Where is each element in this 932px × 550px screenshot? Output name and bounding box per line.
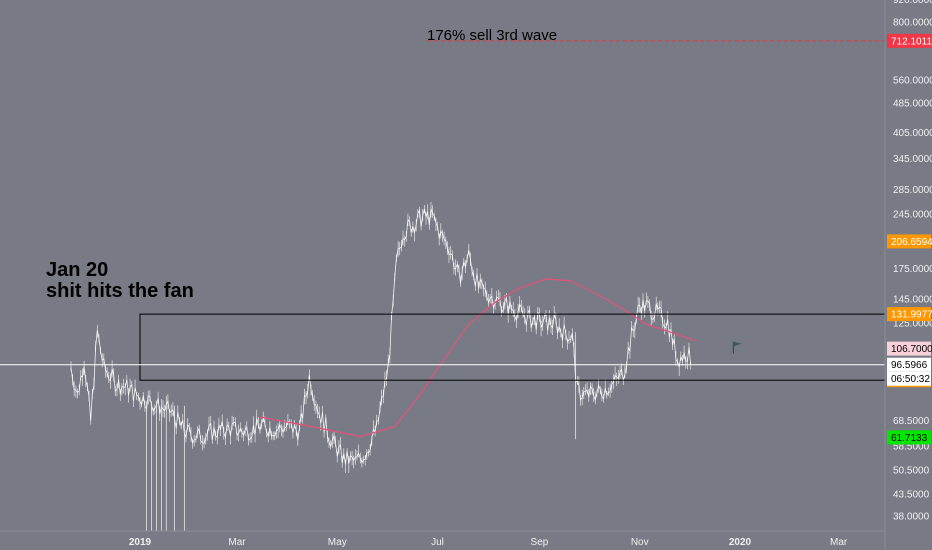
- y-tick-label: 58.5000: [893, 442, 930, 453]
- x-tick-label: May: [328, 537, 347, 548]
- price-badge: 96.5966: [891, 360, 928, 371]
- y-tick-label: 125.0000: [893, 318, 932, 329]
- y-tick-label: 485.0000: [893, 99, 932, 110]
- annotation-jan20-line2: shit hits the fan: [46, 280, 194, 302]
- annotation-sell-wave: 176% sell 3rd wave: [427, 27, 557, 44]
- level-lines: [0, 40, 885, 366]
- price-badge: 712.1011: [891, 36, 932, 47]
- flag-icon: [733, 341, 742, 347]
- y-tick-label: 345.0000: [893, 154, 932, 165]
- x-tick-label: Mar: [228, 537, 246, 548]
- y-tick-label: 68.5000: [893, 416, 930, 427]
- y-tick-label: 175.0000: [893, 264, 932, 275]
- price-series-line: [70, 208, 692, 465]
- y-tick-label: 145.0000: [893, 294, 932, 305]
- x-tick-label: Jul: [431, 537, 444, 548]
- countdown-badge-bg: [887, 371, 931, 386]
- plot-area: [70, 202, 696, 531]
- price-badge: 131.9977: [891, 310, 932, 321]
- range-rectangle[interactable]: [139, 313, 886, 381]
- price-badge-bg: [887, 357, 931, 372]
- x-tick-label: 2020: [729, 537, 752, 548]
- y-axis: 38.0000 43.5000 50.5000 58.5000 68.5000 125.0…: [884, 0, 932, 550]
- price-badge: 206.6594: [891, 237, 932, 248]
- price-badge-bg: [887, 33, 931, 48]
- y-tick-label: 285.0000: [893, 185, 932, 196]
- x-tick-label: Sep: [531, 537, 549, 548]
- price-badge-bg: [887, 430, 931, 445]
- y-tick-label: 405.0000: [893, 128, 932, 139]
- price-badges: 712.1011206.6594131.9977106.700096.59668…: [887, 33, 932, 445]
- x-tick-label: Mar: [830, 537, 848, 548]
- x-axis: 2019 Mar May Jul Sep Nov 2020 Mar: [0, 530, 885, 548]
- countdown-badge: 06:50:32: [891, 374, 930, 385]
- annotation-jan20-line1: Jan 20: [46, 259, 108, 281]
- price-badge-bg: [887, 341, 931, 356]
- y-tick-label: 560.0000: [893, 75, 932, 86]
- x-tick-label: Nov: [631, 537, 649, 548]
- range-box: [139, 313, 886, 381]
- y-tick-label: 38.0000: [893, 512, 930, 523]
- y-tick-label: 50.5000: [893, 465, 930, 476]
- y-tick-label: 245.0000: [893, 209, 932, 220]
- y-tick-label: 43.5000: [893, 490, 930, 501]
- price-badge: 61.7133: [891, 433, 928, 444]
- price-badge-bg: [887, 307, 931, 322]
- y-tick-label: 800.0000: [893, 18, 932, 29]
- flag-marker[interactable]: [732, 341, 742, 354]
- annotations: Jan 20 shit hits the fan 176% sell 3rd w…: [46, 27, 557, 302]
- moving-average-line: [259, 278, 696, 438]
- price-badge: 106.7000: [891, 344, 932, 355]
- price-badge-bg: [887, 234, 931, 249]
- x-tick-label: 2019: [129, 537, 152, 548]
- y-tick-label: 920.0000: [893, 0, 932, 6]
